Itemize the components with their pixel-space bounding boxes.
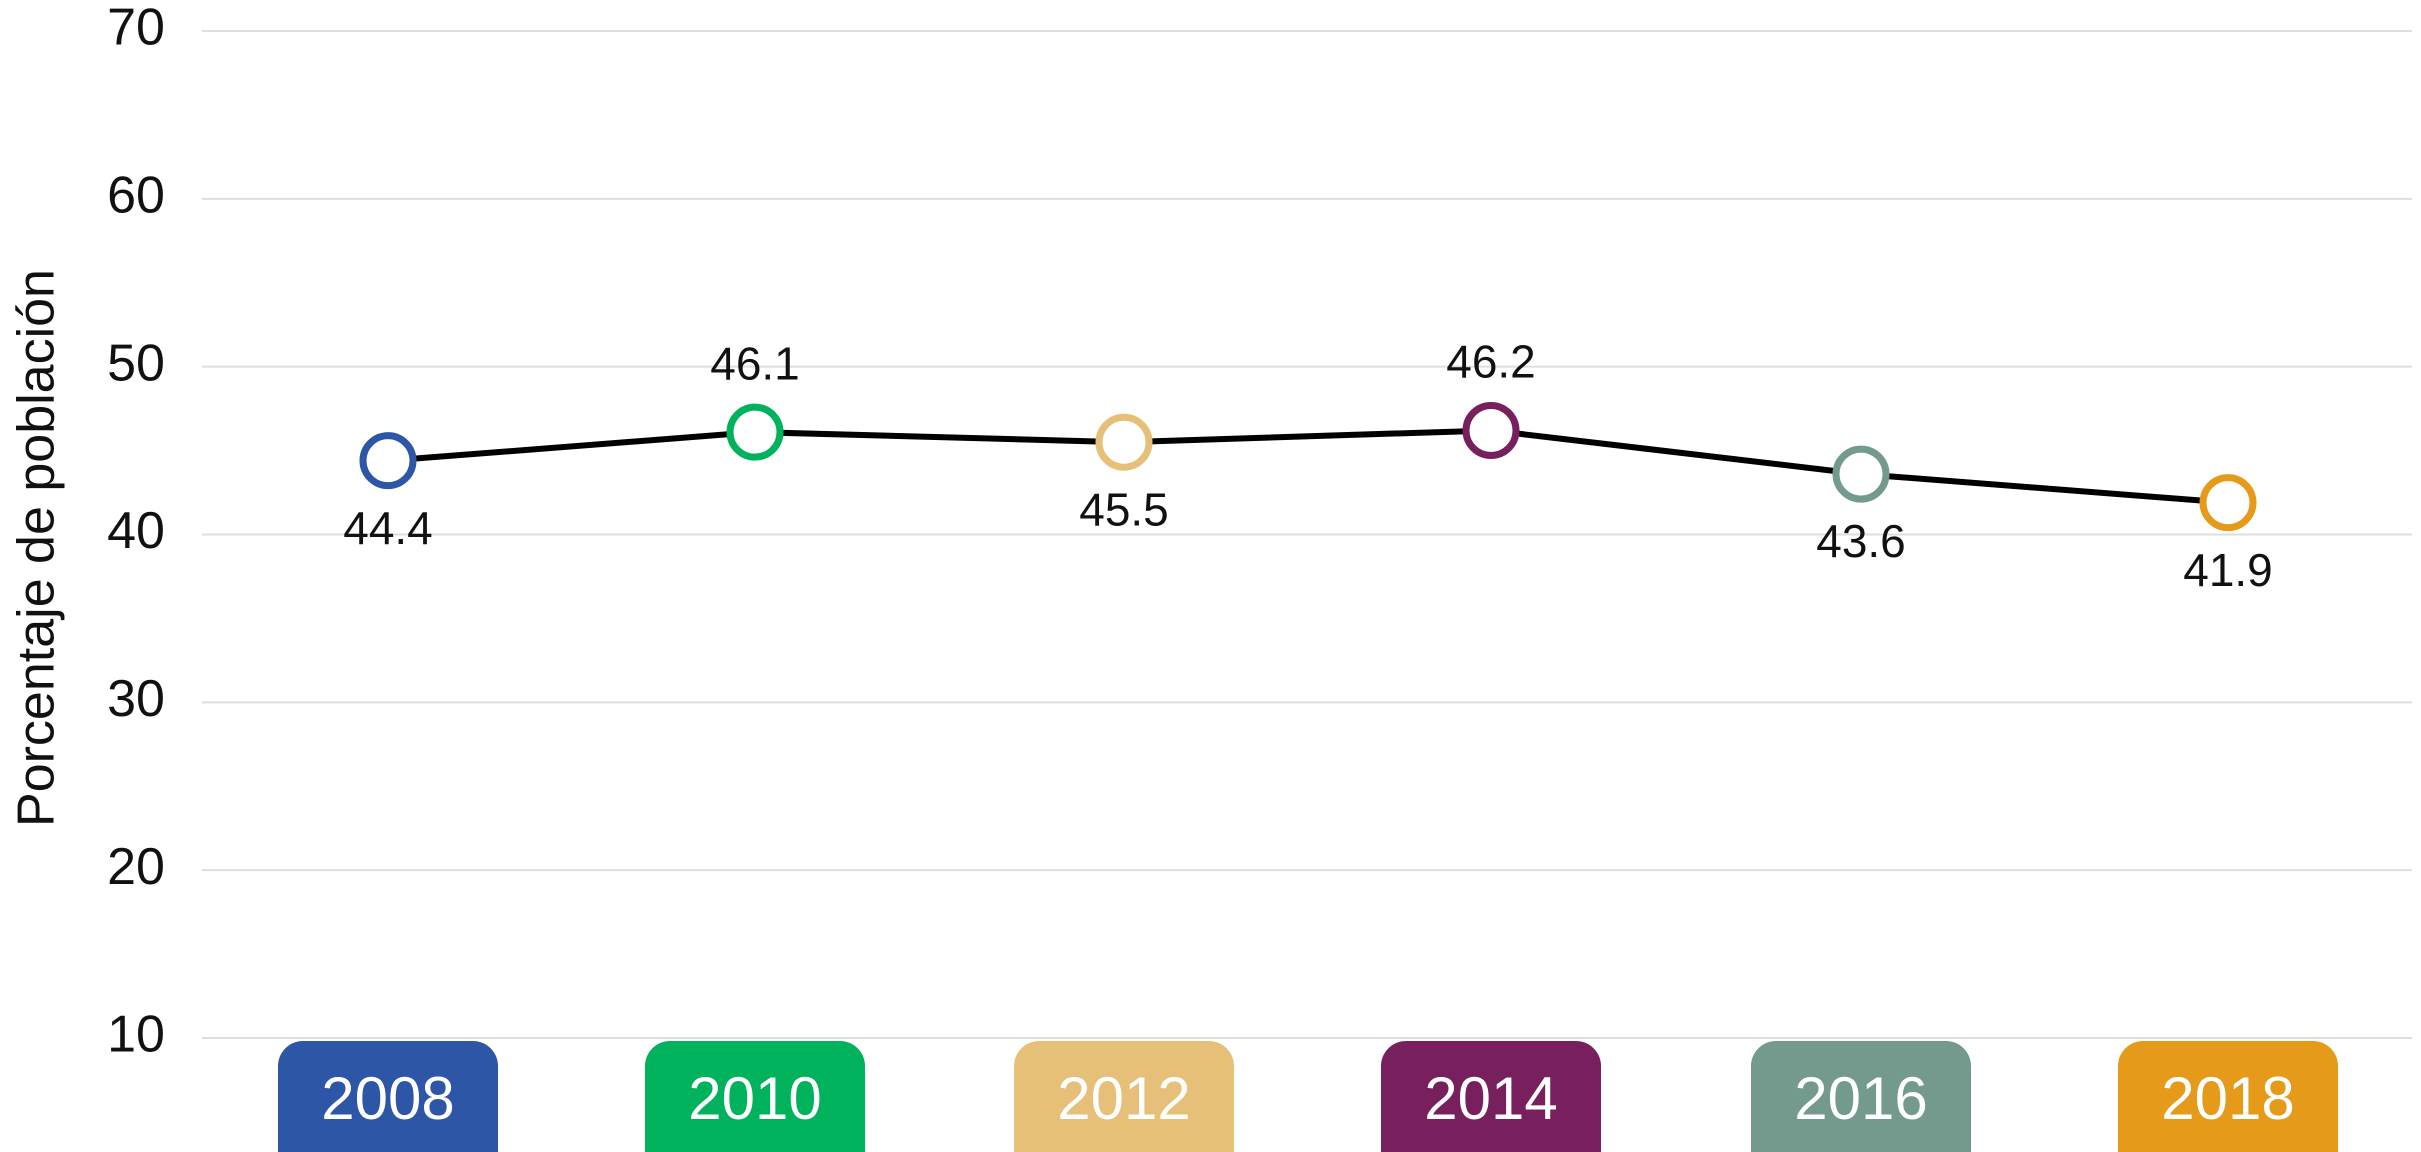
data-label: 41.9 bbox=[2183, 544, 2273, 596]
year-badge bbox=[645, 1041, 865, 1152]
line bbox=[387, 427, 2229, 506]
year-badge bbox=[1381, 1041, 1601, 1152]
marker bbox=[2199, 474, 2257, 532]
y-tick-label: 30 bbox=[107, 670, 165, 728]
data-label: 46.2 bbox=[1446, 336, 1536, 388]
data-label: 43.6 bbox=[1816, 515, 1906, 567]
data-label: 46.1 bbox=[710, 337, 800, 389]
marker bbox=[1095, 413, 1153, 471]
year-badge bbox=[1014, 1041, 1234, 1152]
x-tick-label: 2014 bbox=[1424, 1065, 1557, 1132]
marker bbox=[726, 403, 784, 461]
x-tick-label: 2010 bbox=[688, 1065, 821, 1132]
y-tick-label: 20 bbox=[107, 838, 165, 896]
year-badge bbox=[2118, 1041, 2338, 1152]
marker bbox=[359, 432, 417, 490]
data-label: 44.4 bbox=[343, 502, 433, 554]
data-label: 45.5 bbox=[1079, 483, 1169, 535]
year-badge bbox=[278, 1041, 498, 1152]
y-tick-label: 70 bbox=[107, 0, 165, 57]
y-axis-label: Porcentaje de población bbox=[8, 269, 66, 827]
y-tick-label: 10 bbox=[107, 1006, 165, 1064]
x-tick-label: 2016 bbox=[1794, 1065, 1927, 1132]
x-tick-label: 2018 bbox=[2161, 1065, 2294, 1132]
year-badge bbox=[1751, 1041, 1971, 1152]
y-tick-label: 60 bbox=[107, 167, 165, 225]
y-tick-label: 50 bbox=[107, 334, 165, 392]
y-tick-label: 40 bbox=[107, 502, 165, 560]
x-tick-label: 2012 bbox=[1057, 1065, 1190, 1132]
x-tick-label: 2008 bbox=[321, 1065, 454, 1132]
marker bbox=[1832, 445, 1890, 503]
marker bbox=[1462, 401, 1520, 459]
